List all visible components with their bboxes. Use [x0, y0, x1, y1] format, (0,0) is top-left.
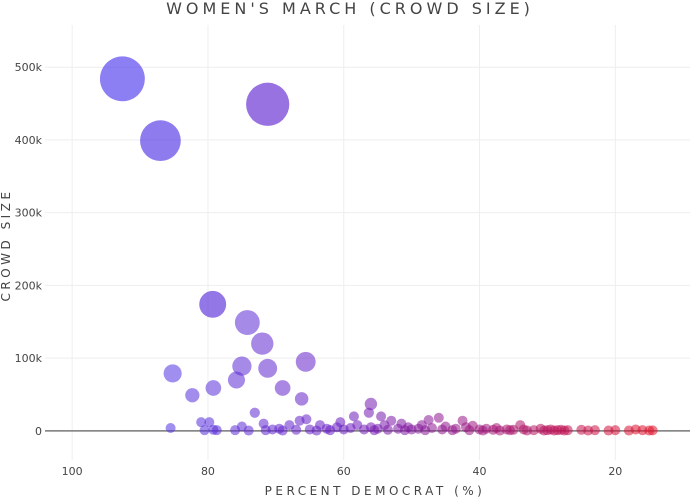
- data-point: [232, 356, 252, 376]
- y-tick-label: 400k: [15, 134, 43, 147]
- data-point: [199, 425, 210, 436]
- data-point: [205, 380, 222, 396]
- gridlines: [45, 25, 690, 460]
- data-point: [227, 371, 245, 389]
- y-tick-label: 500k: [15, 61, 43, 74]
- data-point: [294, 392, 309, 406]
- data-point: [199, 290, 227, 318]
- data-point: [539, 425, 550, 436]
- x-axis-label: PERCENT DEMOCRAT (%): [265, 484, 486, 498]
- data-point: [230, 425, 241, 436]
- data-point: [294, 415, 305, 426]
- tick-labels: 100 80 60 40 20 0 100k 200k 300k 400k 500k: [15, 61, 623, 478]
- data-point: [338, 424, 349, 435]
- data-point: [437, 424, 448, 435]
- data-point: [623, 425, 634, 436]
- data-point: [363, 407, 374, 418]
- data-point: [165, 422, 176, 433]
- data-point: [260, 425, 271, 436]
- data-point: [549, 425, 560, 436]
- data-point: [447, 425, 458, 436]
- data-point: [399, 425, 410, 436]
- data-point: [359, 424, 370, 435]
- data-point: [295, 351, 316, 372]
- data-point: [364, 397, 378, 411]
- data-point: [311, 425, 322, 436]
- data-point: [494, 425, 505, 436]
- data-point: [211, 425, 222, 436]
- data-point: [163, 364, 182, 383]
- y-tick-label: 300k: [15, 207, 43, 220]
- x-tick-label: 20: [608, 465, 622, 478]
- y-tick-label: 0: [35, 425, 42, 438]
- data-point: [477, 425, 488, 436]
- data-point: [583, 425, 594, 436]
- data-point: [249, 407, 260, 418]
- data-point: [423, 414, 434, 425]
- data-point: [251, 332, 274, 355]
- y-axis-label: CROWD SIZE: [0, 188, 13, 301]
- x-tick-label: 100: [62, 465, 83, 478]
- x-tick-label: 60: [337, 465, 351, 478]
- data-point: [505, 425, 516, 436]
- data-point: [433, 412, 444, 423]
- data-point: [376, 411, 387, 422]
- data-point: [185, 388, 200, 403]
- data-point: [196, 417, 207, 428]
- data-point: [277, 425, 288, 436]
- data-point: [369, 425, 380, 436]
- data-point: [464, 425, 475, 436]
- data-point: [644, 425, 655, 436]
- y-tick-label: 200k: [15, 279, 43, 292]
- data-point: [291, 424, 302, 435]
- data-point: [522, 425, 533, 436]
- data-point: [204, 417, 215, 428]
- data-point: [246, 82, 290, 126]
- data-point: [603, 425, 614, 436]
- data-point: [140, 120, 181, 162]
- x-tick-label: 80: [201, 465, 215, 478]
- data-point: [234, 310, 260, 335]
- x-tick-label: 40: [473, 465, 487, 478]
- data-point: [382, 424, 393, 435]
- data-point: [420, 425, 431, 436]
- data-point: [559, 425, 570, 436]
- y-tick-label: 100k: [15, 352, 43, 365]
- data-points: [99, 56, 658, 436]
- chart-title: WOMEN'S MARCH (CROWD SIZE): [166, 0, 534, 18]
- data-point: [258, 358, 278, 378]
- data-point: [325, 425, 336, 436]
- data-point: [99, 56, 145, 102]
- data-point: [348, 411, 359, 422]
- data-point: [274, 380, 291, 396]
- data-point: [243, 425, 254, 436]
